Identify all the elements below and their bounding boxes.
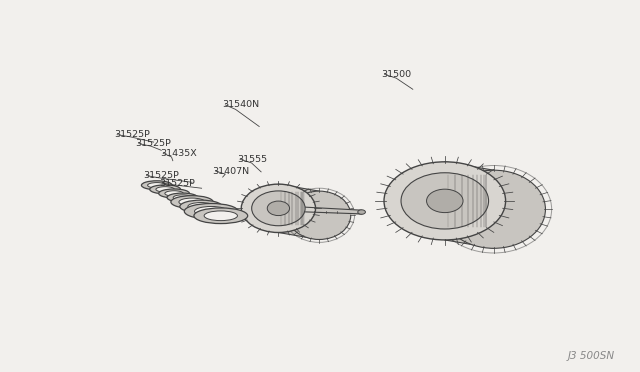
Ellipse shape (141, 181, 172, 190)
Ellipse shape (171, 196, 213, 208)
Text: 31540N: 31540N (222, 100, 259, 109)
Ellipse shape (384, 162, 506, 240)
Text: 31525P: 31525P (136, 139, 172, 148)
Text: J3 500SN: J3 500SN (567, 351, 614, 361)
Polygon shape (445, 162, 494, 248)
Ellipse shape (241, 184, 316, 232)
Ellipse shape (252, 191, 305, 226)
Text: 31525P: 31525P (143, 171, 179, 180)
Ellipse shape (204, 211, 237, 221)
Ellipse shape (180, 200, 222, 213)
Ellipse shape (167, 193, 198, 202)
Ellipse shape (442, 170, 545, 248)
Ellipse shape (165, 191, 183, 196)
Ellipse shape (426, 189, 463, 212)
Text: 31407N: 31407N (212, 167, 250, 176)
Ellipse shape (401, 173, 488, 229)
Polygon shape (278, 184, 319, 240)
Ellipse shape (358, 210, 365, 214)
Ellipse shape (268, 201, 289, 215)
Text: 31500: 31500 (381, 70, 412, 79)
Ellipse shape (184, 203, 238, 219)
Ellipse shape (194, 208, 248, 224)
Ellipse shape (159, 189, 189, 198)
Ellipse shape (188, 202, 214, 211)
Text: 31435X: 31435X (160, 149, 196, 158)
Ellipse shape (173, 195, 191, 200)
Ellipse shape (148, 183, 166, 188)
Ellipse shape (179, 198, 205, 206)
Text: 31525P: 31525P (114, 130, 150, 139)
Ellipse shape (195, 206, 228, 216)
Text: 31555: 31555 (237, 155, 267, 164)
Ellipse shape (287, 191, 351, 240)
Ellipse shape (156, 187, 174, 192)
Ellipse shape (150, 185, 180, 194)
Text: 31525P: 31525P (159, 179, 195, 187)
